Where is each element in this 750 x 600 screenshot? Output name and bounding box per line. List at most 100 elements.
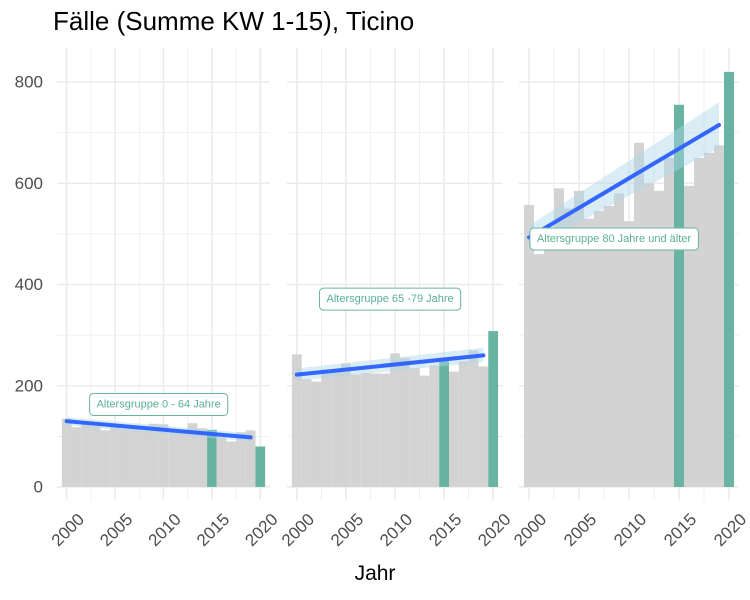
y-tick-labels: 0 200 400 600 800 — [15, 73, 43, 497]
x-axis-label: Jahr — [354, 562, 396, 585]
panel-2: Altersgruppe 65 -79 Jahre 2000 2005 2010 201… — [278, 48, 515, 550]
bar-2015 — [207, 429, 217, 487]
y-tick-label-400: 400 — [15, 275, 43, 294]
bar-2000 — [524, 205, 534, 488]
annotation-label: Altersgruppe 80 Jahre und älter — [529, 227, 699, 251]
bar-2008 — [370, 373, 381, 487]
bar-2008 — [604, 206, 614, 487]
bar-2003 — [321, 369, 332, 487]
bar-2003 — [554, 188, 564, 487]
panel-1: Altersgruppe 0 - 64 Jahre 2000 2005 2010 201… — [48, 48, 282, 550]
x-tick-label-2005: 2005 — [327, 510, 367, 550]
bar-2002 — [544, 233, 554, 487]
bar-2014 — [429, 365, 440, 487]
bar-2001 — [301, 379, 312, 487]
bar-2013 — [419, 375, 430, 487]
x-tick-label-2020: 2020 — [241, 510, 281, 550]
bar-2010 — [158, 424, 169, 487]
x-tick-label-2010: 2010 — [610, 510, 650, 550]
annotation-box — [529, 227, 699, 251]
annotation-text: Altersgruppe 0 - 64 Jahre — [97, 398, 221, 410]
x-tick-label-2005: 2005 — [96, 510, 136, 550]
bar-2006 — [350, 374, 361, 487]
bar-2003 — [90, 426, 101, 487]
bar-2017 — [458, 361, 469, 487]
bar-2000 — [61, 418, 72, 487]
annotation-label: Altersgruppe 65 -79 Jahre — [318, 287, 462, 311]
annotation-text: Altersgruppe 80 Jahre und älter — [537, 233, 691, 245]
bar-2019 — [714, 145, 724, 487]
bar-2005 — [574, 190, 584, 487]
bar-2017 — [226, 441, 237, 487]
x-tick-label-2015: 2015 — [660, 510, 700, 550]
bar-2012 — [644, 183, 654, 487]
bar-2007 — [360, 373, 371, 487]
bar-2004 — [564, 208, 574, 487]
bar-2012 — [409, 368, 420, 487]
bar-2014 — [197, 428, 208, 487]
bar-2018 — [236, 432, 246, 487]
annotation-label: Altersgruppe 0 - 64 Jahre — [89, 392, 229, 416]
x-tick-label-2020: 2020 — [710, 510, 750, 550]
bar-2016 — [684, 185, 694, 487]
bar-2018 — [704, 152, 714, 487]
bar-2004 — [331, 371, 341, 487]
x-tick-label-2005: 2005 — [560, 510, 600, 550]
bar-2020 — [724, 71, 734, 487]
chart-title: Fälle (Summe KW 1-15), Ticino — [53, 6, 415, 36]
bar-2013 — [187, 423, 198, 487]
trend-line — [64, 419, 253, 440]
bar-2000 — [291, 354, 302, 487]
bar-2008 — [139, 430, 149, 487]
bar-2002 — [81, 422, 91, 487]
bar-2019 — [478, 366, 489, 487]
annotation-box — [318, 287, 462, 311]
bar-2007 — [594, 211, 604, 487]
bar-2006 — [584, 218, 594, 487]
x-tick-label-2010: 2010 — [145, 510, 185, 550]
panel-bars — [524, 71, 734, 488]
bar-2018 — [468, 350, 479, 487]
y-tick-label-200: 200 — [15, 376, 43, 395]
x-tick-label-2000: 2000 — [278, 510, 318, 550]
trend-line — [527, 123, 721, 240]
bar-2002 — [311, 381, 322, 487]
bar-2009 — [148, 423, 159, 487]
bar-2014 — [664, 157, 674, 487]
annotation-box — [89, 392, 229, 416]
bar-2011 — [634, 142, 644, 487]
y-tick-label-600: 600 — [15, 174, 43, 193]
trend-line — [294, 353, 486, 377]
bar-2013 — [654, 190, 664, 487]
bar-2004 — [100, 430, 111, 487]
x-tick-label-2020: 2020 — [474, 510, 514, 550]
bar-2001 — [71, 427, 82, 487]
x-tick-label-2000: 2000 — [510, 510, 550, 550]
bar-2020 — [255, 446, 266, 487]
bar-2011 — [399, 357, 410, 487]
bar-2005 — [341, 363, 351, 487]
bar-2006 — [119, 428, 130, 487]
x-tick-label-2000: 2000 — [48, 510, 88, 550]
bar-2015 — [439, 358, 449, 487]
x-tick-label-2015: 2015 — [193, 510, 233, 550]
bar-2007 — [129, 427, 140, 487]
y-tick-label-800: 800 — [15, 73, 43, 92]
bar-2015 — [674, 104, 684, 487]
bar-2009 — [380, 373, 391, 487]
bar-2011 — [168, 430, 179, 487]
x-tick-labels: 2000 2005 2010 2015 2020 — [278, 510, 515, 550]
annotation-text: Altersgruppe 65 -79 Jahre — [326, 293, 453, 305]
x-tick-labels: 2000 2005 2010 2015 2020 — [48, 510, 282, 550]
bar-2001 — [534, 254, 544, 487]
bar-2009 — [614, 193, 624, 487]
bar-2010 — [390, 353, 400, 487]
bar-2010 — [624, 221, 634, 487]
bar-2016 — [449, 371, 459, 487]
bar-2012 — [178, 432, 188, 487]
bar-2020 — [488, 331, 499, 487]
confidence-band — [529, 102, 719, 250]
